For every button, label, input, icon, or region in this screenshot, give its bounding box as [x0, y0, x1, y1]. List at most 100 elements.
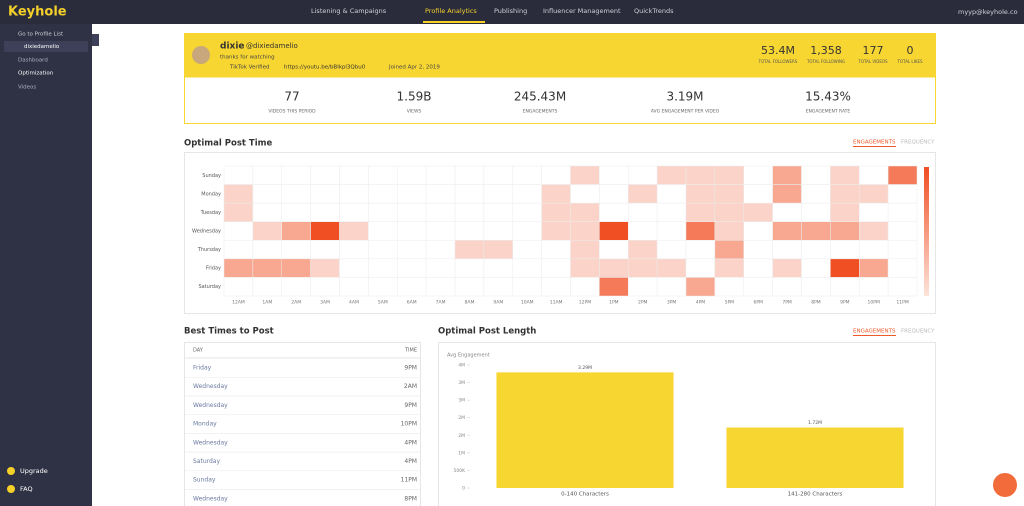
table-time: 11PM: [401, 477, 417, 484]
nav-item[interactable]: Influencer Management: [543, 7, 621, 15]
y-tick-label: 500K: [453, 468, 466, 474]
profile-item[interactable]: dixiedamelio: [24, 44, 60, 50]
heatmap-col-label: 8AM: [465, 300, 475, 306]
heat-cell: [743, 165, 773, 185]
heat-cell: [685, 277, 716, 297]
heatmap-col-label: 8PM: [811, 300, 821, 306]
sidebar-link[interactable]: Optimization: [18, 71, 54, 77]
top-bar: [0, 0, 1024, 24]
heat-cell: [281, 165, 311, 185]
user-email[interactable]: myyp@keyhole.co: [958, 8, 1018, 16]
tab[interactable]: FREQUENCY: [901, 329, 935, 335]
heat-cell: [887, 165, 918, 185]
heatmap-col-label: 7PM: [782, 300, 792, 306]
heat-cell: [281, 258, 311, 278]
heat-cell: [887, 202, 918, 222]
table-day: Monday: [193, 421, 217, 428]
heat-cell: [512, 240, 542, 260]
table-day: Friday: [193, 365, 212, 372]
heat-cell: [541, 221, 571, 241]
table-day: Wednesday: [193, 383, 228, 390]
heat-cell: [339, 277, 369, 297]
heatmap-row-label: Friday: [206, 266, 221, 272]
heat-cell: [743, 184, 773, 204]
tab[interactable]: FREQUENCY: [901, 140, 935, 146]
heat-cell: [656, 258, 687, 278]
back-link[interactable]: Go to Profile List: [18, 32, 64, 38]
heat-cell: [887, 240, 918, 260]
heat-cell: [339, 184, 369, 204]
heat-cell: [281, 184, 311, 204]
heat-cell: [397, 202, 427, 222]
heat-cell: [685, 258, 716, 278]
heat-cell: [397, 165, 427, 185]
heat-cell: [368, 240, 398, 260]
heatmap-col-label: 5PM: [725, 300, 735, 306]
heat-cell: [859, 258, 889, 278]
profile-verified: TikTok Verified: [229, 65, 269, 71]
sidebar-bottom[interactable]: FAQ: [20, 485, 33, 493]
heat-cell: [397, 184, 427, 204]
heat-cell: [483, 277, 513, 297]
heat-cell: [483, 165, 513, 185]
nav-item[interactable]: Publishing: [494, 7, 527, 15]
heatmap-col-label: 1PM: [609, 300, 619, 306]
heat-cell: [628, 221, 658, 241]
heat-cell: [859, 165, 889, 185]
heat-cell: [339, 202, 369, 222]
heat-cell: [570, 258, 600, 278]
heat-cell: [570, 202, 600, 222]
chat-button[interactable]: [993, 473, 1017, 497]
nav-active-underline: [423, 21, 485, 23]
heat-cell: [223, 277, 254, 297]
profile-link[interactable]: https://youtu.be/bBlkpl3Qbu0: [284, 65, 366, 71]
heat-cell: [252, 221, 282, 241]
stat-value: 245.43M: [514, 90, 566, 104]
total-label: TOTAL LIKES: [896, 59, 923, 64]
y-tick-label: 2M: [458, 433, 465, 439]
table-time: 9PM: [404, 365, 417, 372]
heat-cell: [541, 165, 571, 185]
x-tick-label: 141-280 Characters: [788, 492, 843, 498]
heat-cell: [425, 277, 456, 297]
sidebar-toggle[interactable]: [92, 34, 99, 46]
sidebar-link[interactable]: Dashboard: [18, 58, 48, 64]
heat-cell: [512, 165, 542, 185]
heatmap-col-label: 10AM: [521, 300, 534, 306]
heat-cell: [714, 202, 744, 222]
heatmap-col-label: 4AM: [349, 300, 359, 306]
heatmap-row-label: Monday: [201, 191, 221, 197]
nav-item[interactable]: Profile Analytics: [425, 7, 477, 15]
heat-cell: [252, 202, 282, 222]
heatmap-col-label: 2AM: [291, 300, 301, 306]
heat-cell: [483, 202, 513, 222]
heat-cell: [772, 165, 802, 185]
heat-cell: [599, 202, 629, 222]
heat-cell: [397, 277, 427, 297]
heat-cell: [570, 240, 600, 260]
heat-cell: [628, 202, 658, 222]
heat-cell: [252, 240, 282, 260]
avatar: [192, 46, 210, 64]
total-label: TOTAL FOLLOWERS: [758, 59, 798, 64]
heat-cell: [570, 221, 600, 241]
tab-active[interactable]: ENGAGEMENTS: [853, 329, 896, 335]
sidebar-link[interactable]: Videos: [18, 85, 36, 91]
heat-cell: [281, 277, 311, 297]
table-header: TIME: [404, 348, 417, 354]
heat-cell: [772, 202, 802, 222]
sidebar-selected: [4, 41, 88, 52]
heat-cell: [772, 277, 802, 297]
heat-cell: [801, 165, 831, 185]
y-tick-label: 1M: [458, 450, 465, 456]
nav-item[interactable]: Listening & Campaigns: [311, 7, 387, 15]
sidebar-bottom[interactable]: Upgrade: [20, 467, 48, 475]
heat-cell: [830, 202, 860, 222]
heat-cell: [281, 240, 311, 260]
heat-cell: [743, 202, 773, 222]
table-time: 10PM: [401, 421, 417, 428]
nav-item[interactable]: QuickTrends: [634, 7, 674, 15]
logo: Keyhole: [8, 5, 67, 20]
tab-active[interactable]: ENGAGEMENTS: [853, 140, 896, 146]
heat-cell: [397, 221, 427, 241]
